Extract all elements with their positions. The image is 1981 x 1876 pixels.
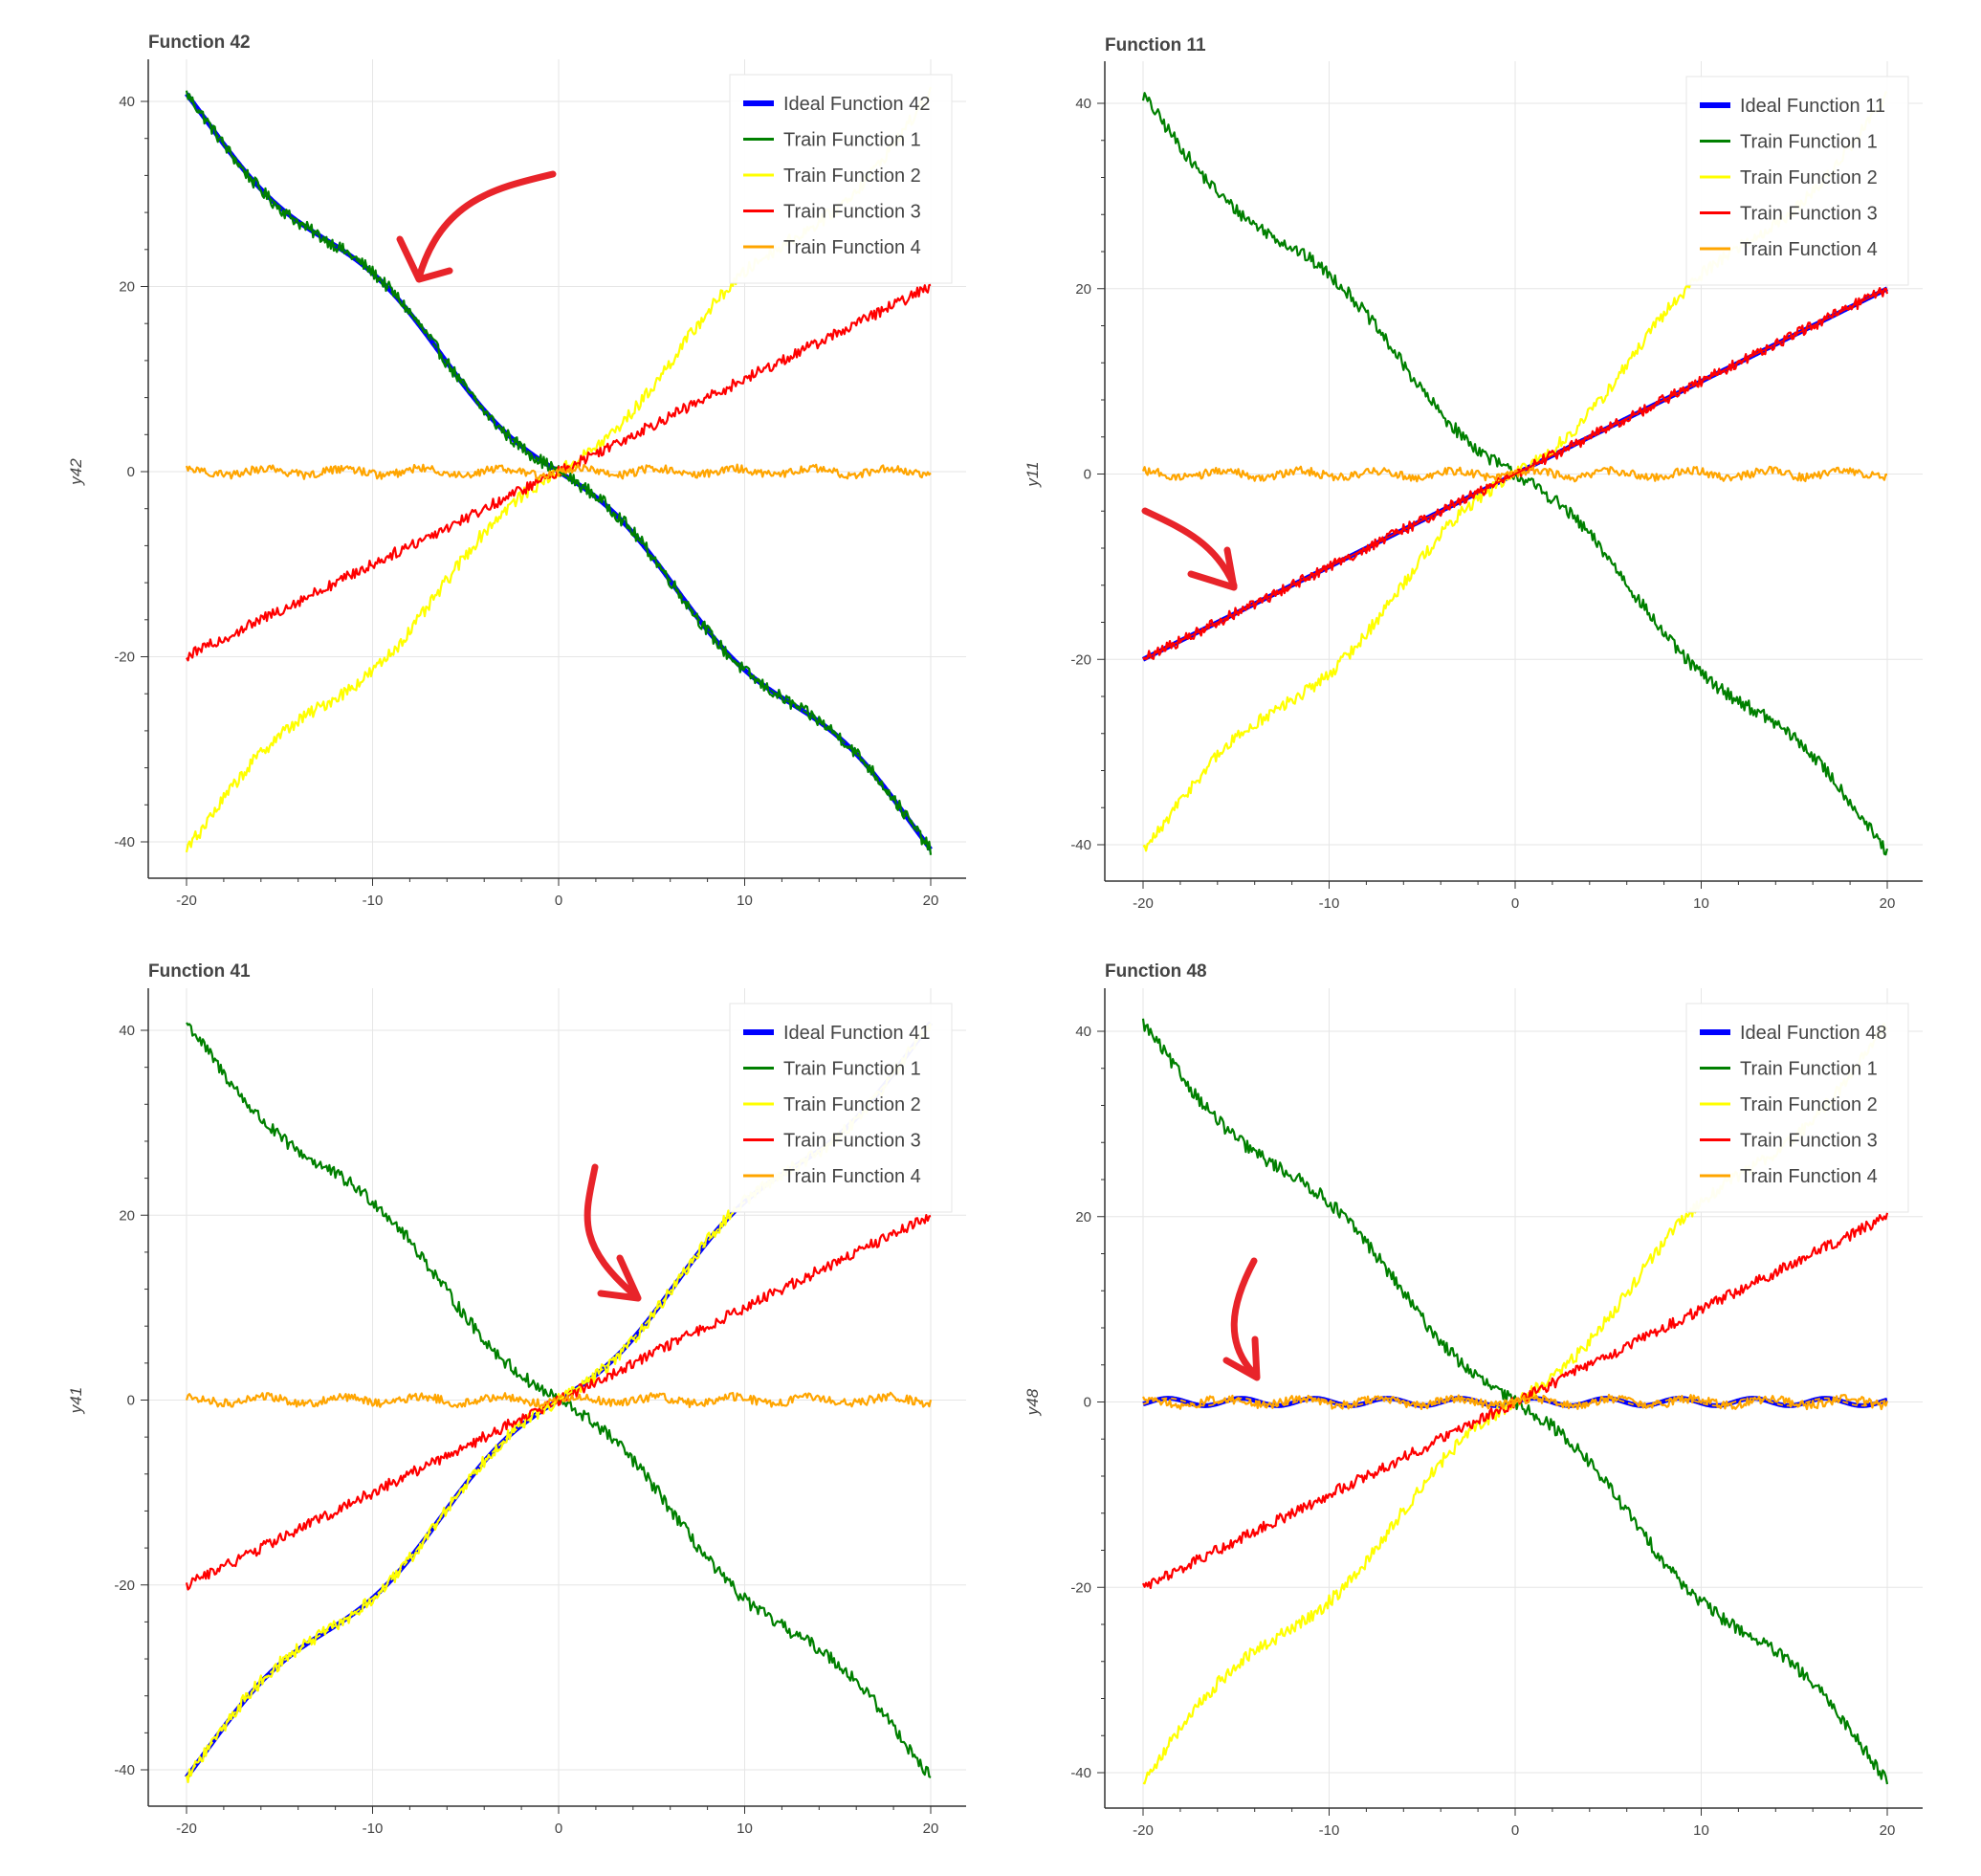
x-tick-label: 10 [1693,1822,1709,1839]
x-tick-label: -10 [363,893,384,909]
y-tick-label: 20 [119,279,135,296]
y-tick-label: 0 [1084,467,1091,483]
y-tick-label: 0 [127,1393,135,1409]
x-tick-label: -20 [176,893,197,909]
legend-entry: Train Function 4 [1740,239,1878,260]
y-axis-label: y11 [1024,461,1042,487]
annotation-arrow-icon [1222,1257,1261,1381]
x-tick-label: 20 [1880,895,1896,912]
series-train-1 [1141,1018,1889,1785]
series-train-4 [185,1391,933,1409]
legend-box [1685,1003,1909,1213]
legend-entry: Train Function 3 [1740,1131,1878,1152]
chart-title: Function 41 [148,961,251,982]
y-tick-label: -20 [114,650,135,666]
legend-entry: Ideal Function 41 [783,1023,930,1044]
annotation-arrow-icon [583,1163,642,1302]
x-tick-label: 10 [1693,895,1709,912]
y-axis-label: y41 [67,1387,85,1414]
y-tick-label: 40 [1075,96,1091,112]
x-tick-label: -20 [1133,1822,1154,1839]
y-tick-label: 40 [119,1023,135,1039]
chart-title: Function 42 [148,33,251,53]
legend-box [729,1003,953,1213]
chart-panel-1: -20 -10 0 10 20 -40 -20 0 20 40 Function 42 y42 Idea… [67,33,966,909]
y-axis-label: y42 [67,458,85,486]
y-tick-label: -40 [1070,837,1091,853]
x-tick-label: -10 [1319,895,1340,912]
chart-title: Function 48 [1105,961,1207,982]
legend-entry: Train Function 1 [783,1059,921,1080]
y-tick-label: -20 [1070,651,1091,668]
series-train-3 [186,283,932,662]
series-overlay [1142,1397,1888,1407]
legend: Ideal Function 42 Train Function 1 Train F… [729,74,953,284]
legend-entry: Train Function 2 [783,1094,921,1115]
chart-panel-2: -20 -10 0 10 20 -40 -20 0 20 40 Function 11 y11 Idea… [1024,35,1923,912]
legend-entry: Train Function 2 [783,166,921,187]
x-tick-label: -20 [1133,895,1154,912]
legend-box [729,74,953,284]
legend-box [1685,76,1909,286]
y-tick-label: 40 [1075,1024,1091,1040]
legend-entry: Ideal Function 48 [1740,1023,1886,1044]
plot-area [185,86,933,855]
legend: Ideal Function 11 Train Function 1 Train F… [1685,76,1909,286]
series-train-3 [185,1214,932,1591]
series-train-4 [185,463,932,480]
legend: Ideal Function 41 Train Function 1 Train F… [729,1003,953,1213]
legend: Ideal Function 48 Train Function 1 Train F… [1685,1003,1909,1213]
legend-entry: Train Function 3 [1740,204,1878,225]
y-tick-label: -20 [114,1578,135,1594]
x-tick-label: 20 [923,893,939,909]
annotation-arrow-icon [1141,507,1238,591]
annotation-arrow-icon [396,170,557,283]
x-tick-label: 0 [555,1821,562,1837]
series-overlay [186,93,932,850]
legend-entry: Ideal Function 11 [1740,96,1885,117]
y-tick-label: 20 [119,1207,135,1224]
legend-entry: Train Function 1 [1740,1059,1878,1080]
x-tick-label: 20 [1880,1822,1896,1839]
legend-entry: Ideal Function 42 [783,94,930,115]
legend-entry: Train Function 3 [783,1131,921,1152]
y-tick-label: 0 [127,464,135,480]
x-tick-label: 10 [737,1821,753,1837]
y-tick-label: 20 [1075,281,1091,298]
y-tick-label: 40 [119,94,135,110]
x-tick-label: -20 [176,1821,197,1837]
chart-panel-4: -20 -10 0 10 20 -40 -20 0 20 40 Function 48 y48 Idea… [1024,961,1923,1839]
y-tick-label: -20 [1070,1579,1091,1596]
chart-panel-3: -20 -10 0 10 20 -40 -20 0 20 40 Function 41 y41 Idea… [67,961,966,1837]
legend-entry: Train Function 3 [783,202,921,223]
x-tick-label: 0 [1511,1822,1519,1839]
y-tick-label: -40 [114,834,135,850]
chart-title: Function 11 [1105,35,1206,55]
legend-entry: Train Function 1 [1740,132,1878,153]
legend-entry: Train Function 4 [783,237,921,258]
x-tick-label: 0 [1511,895,1519,912]
legend-entry: Train Function 2 [1740,167,1878,188]
x-tick-label: 10 [737,893,753,909]
series-train-4 [1141,465,1888,483]
legend-entry: Train Function 4 [1740,1166,1878,1187]
x-tick-label: 20 [923,1821,939,1837]
series-overlay [1142,287,1888,661]
x-tick-label: 0 [555,893,562,909]
legend-entry: Train Function 1 [783,130,921,151]
legend-entry: Train Function 2 [1740,1094,1878,1115]
legend-entry: Train Function 4 [783,1166,921,1187]
y-tick-label: 0 [1084,1395,1091,1411]
x-tick-label: -10 [1319,1822,1340,1839]
x-tick-label: -10 [363,1821,384,1837]
y-tick-label: -40 [114,1762,135,1778]
y-axis-label: y48 [1024,1388,1042,1416]
y-tick-label: 20 [1075,1209,1091,1225]
y-tick-label: -40 [1070,1765,1091,1781]
